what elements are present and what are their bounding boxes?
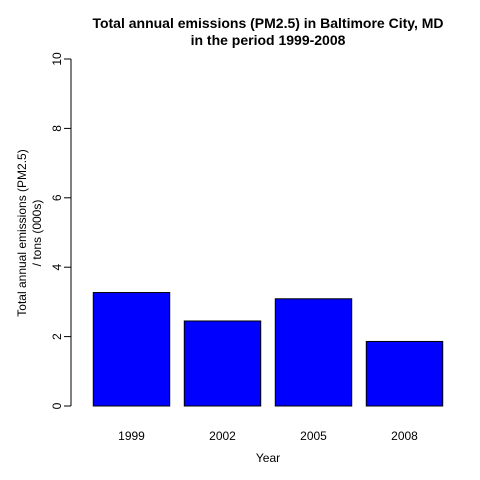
y-tick-label-8: 8 <box>50 125 64 132</box>
x-tick-label-2005: 2005 <box>300 429 327 443</box>
bar-2005 <box>274 298 353 407</box>
x-tick-label-2008: 2008 <box>391 429 418 443</box>
x-tick-label-1999: 1999 <box>118 429 145 443</box>
plot-area <box>92 292 444 407</box>
y-axis-label-line-1: Total annual emissions (PM2.5) <box>15 149 29 316</box>
bar-1999 <box>92 292 171 407</box>
y-tick-label-2: 2 <box>50 333 64 340</box>
x-axis: 1999 2002 2005 2008 <box>118 429 418 443</box>
bar-2008 <box>365 340 444 407</box>
chart-title-line-1: Total annual emissions (PM2.5) in Baltim… <box>92 15 443 31</box>
chart-title-line-2: in the period 1999-2008 <box>191 32 346 48</box>
y-tick-label-6: 6 <box>50 194 64 201</box>
y-tick-label-0: 0 <box>50 402 64 409</box>
y-tick-label-4: 4 <box>50 264 64 271</box>
bar-2002 <box>183 320 262 407</box>
y-axis: 0 2 4 6 8 10 <box>50 52 72 409</box>
x-tick-label-2002: 2002 <box>209 429 236 443</box>
y-tick-label-10: 10 <box>50 52 64 66</box>
x-axis-label: Year <box>256 451 280 465</box>
y-axis-label-line-2: / tons (000s) <box>30 200 44 267</box>
